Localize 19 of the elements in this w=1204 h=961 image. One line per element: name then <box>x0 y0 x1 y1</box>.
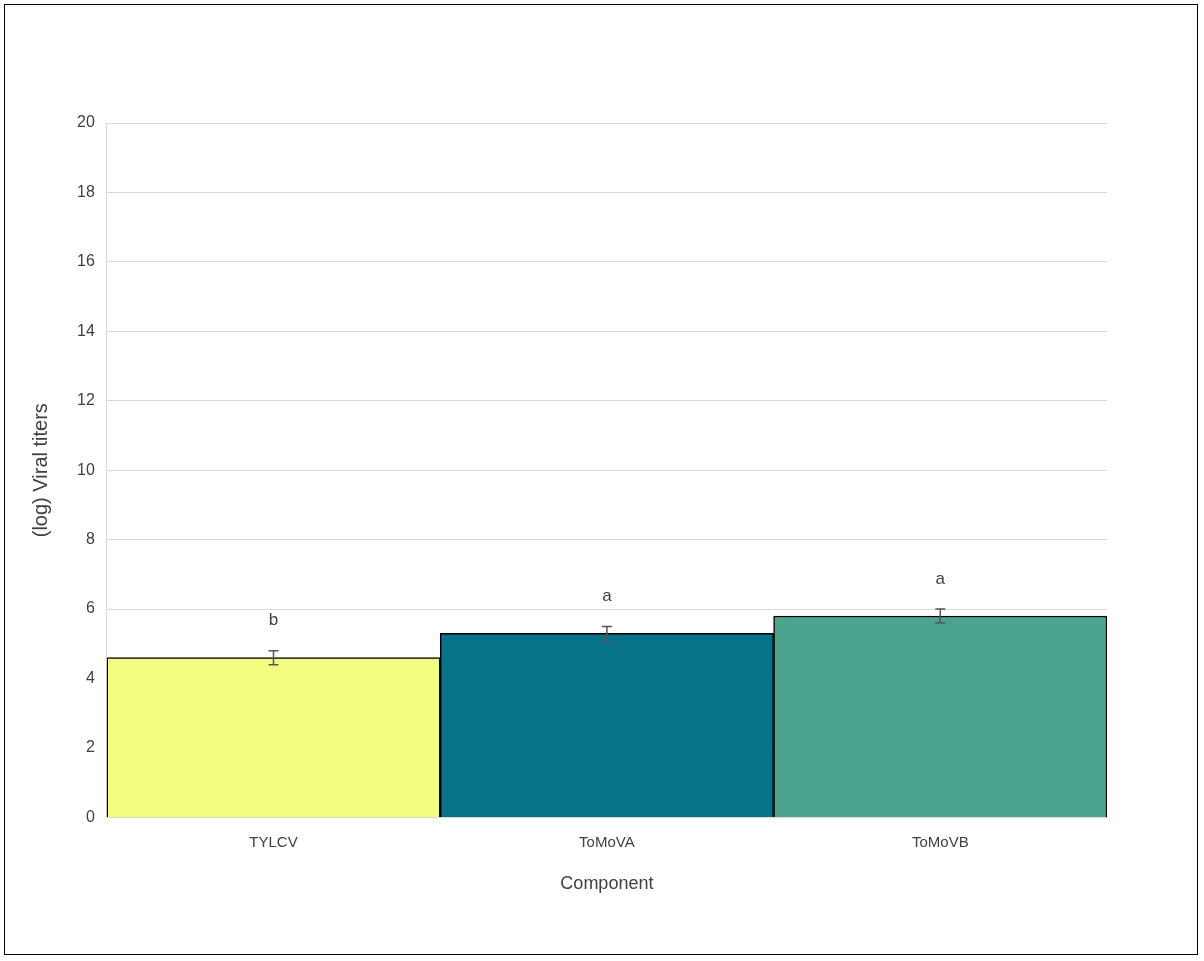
y-tick-label: 14 <box>77 321 95 339</box>
annotation: a <box>602 586 613 606</box>
y-tick-label: 12 <box>77 391 95 409</box>
y-tick-label: 20 <box>77 113 95 131</box>
y-tick-label: 2 <box>85 738 95 756</box>
y-tick-label: 10 <box>77 460 95 478</box>
x-tick-label: TYLCV <box>249 832 298 850</box>
x-tick-label: ToMoVA <box>579 832 635 850</box>
y-axis-title: (log) Viral titers <box>28 403 51 538</box>
y-tick-label: 6 <box>85 599 95 617</box>
annotation: a <box>935 568 946 588</box>
y-tick-label: 0 <box>85 807 95 825</box>
y-tick-label: 18 <box>77 182 95 200</box>
y-tick-label: 8 <box>85 530 95 548</box>
y-tick-label: 4 <box>85 668 95 686</box>
x-axis-title: Component <box>560 873 654 894</box>
x-tick-label: ToMoVB <box>911 832 969 850</box>
annotation: b <box>268 610 279 630</box>
y-tick-label: 16 <box>77 252 95 270</box>
